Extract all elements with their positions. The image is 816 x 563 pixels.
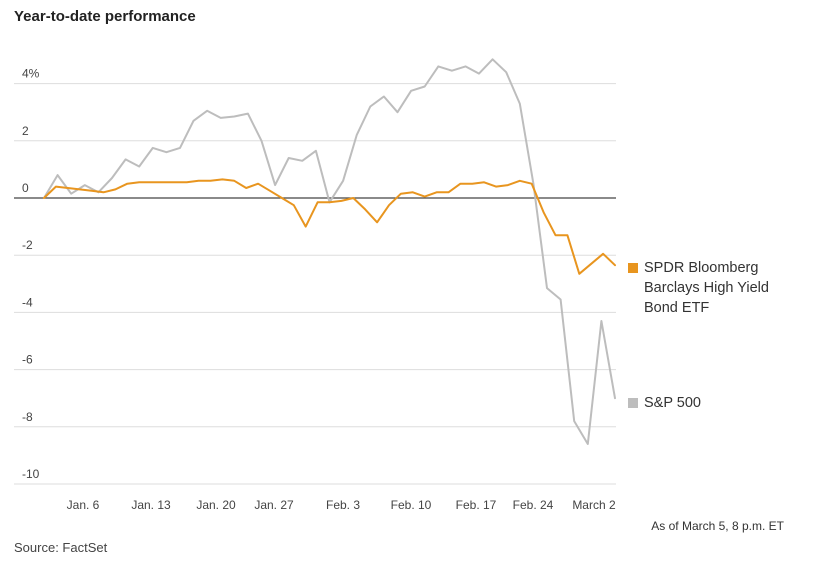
y-tick-label: -10 xyxy=(22,467,40,481)
series-lines xyxy=(43,58,616,445)
y-axis-ticks: 4% 2 0 -2 -4 -6 -8 -10 xyxy=(22,67,40,481)
legend-item-spx: S&P 500 xyxy=(628,393,803,415)
y-tick-label: -6 xyxy=(22,353,33,367)
x-tick-label: Jan. 27 xyxy=(254,498,294,512)
x-tick-label: Feb. 17 xyxy=(456,498,497,512)
x-tick-label: Jan. 13 xyxy=(131,498,171,512)
legend-swatch-hyg xyxy=(628,263,638,273)
y-tick-label: 4% xyxy=(22,67,40,81)
legend-item-hyg: SPDR Bloomberg Barclays High Yield Bond … xyxy=(628,258,803,320)
x-axis-ticks: Jan. 6 Jan. 13 Jan. 20 Jan. 27 Feb. 3 Feb. 10… xyxy=(67,498,616,512)
x-tick-label: Jan. 20 xyxy=(196,498,236,512)
x-tick-label: March 2 xyxy=(572,498,616,512)
x-tick-label: Feb. 24 xyxy=(513,498,554,512)
y-tick-label: 2 xyxy=(22,124,29,138)
x-tick-label: Feb. 3 xyxy=(326,498,360,512)
y-tick-label: -2 xyxy=(22,238,33,252)
y-tick-label: 0 xyxy=(22,181,29,195)
series-line-spx xyxy=(43,58,616,445)
x-tick-label: Jan. 6 xyxy=(67,498,100,512)
x-tick-label: Feb. 10 xyxy=(391,498,432,512)
source-note: Source: FactSet xyxy=(14,540,108,555)
y-tick-label: -8 xyxy=(22,410,33,424)
chart-title: Year-to-date performance xyxy=(14,8,196,25)
grid-lines xyxy=(14,83,616,485)
legend-label-hyg: SPDR Bloomberg Barclays High Yield Bond … xyxy=(644,260,769,316)
y-tick-label: -4 xyxy=(22,295,33,309)
legend-label-spx: S&P 500 xyxy=(644,395,701,411)
as-of-note: As of March 5, 8 p.m. ET xyxy=(651,519,784,533)
legend-swatch-spx xyxy=(628,398,638,408)
series-line-hyg xyxy=(43,178,616,275)
